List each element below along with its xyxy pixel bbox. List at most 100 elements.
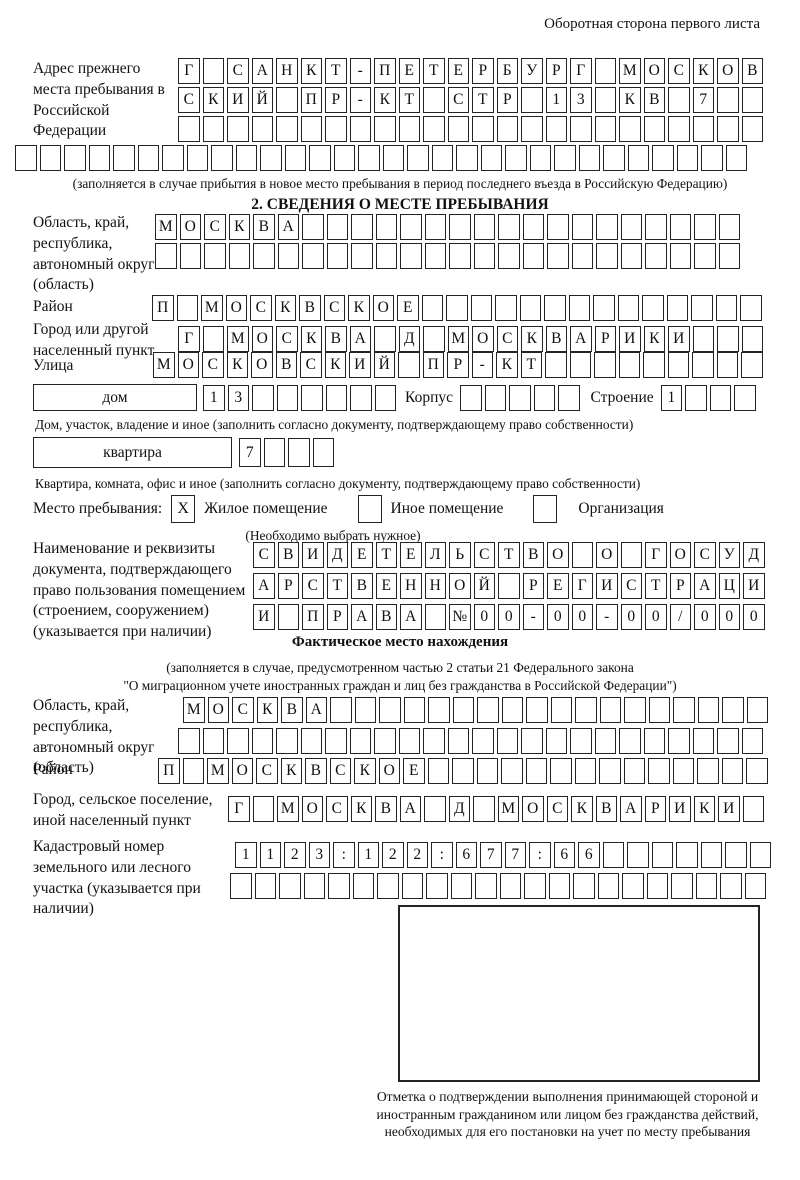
char-cell[interactable]: - xyxy=(471,352,493,378)
char-cell[interactable] xyxy=(692,116,714,142)
char-cell[interactable]: А xyxy=(253,573,275,599)
char-cell[interactable] xyxy=(374,116,396,142)
char-cell[interactable] xyxy=(88,145,110,171)
char-cell[interactable]: 7 xyxy=(239,438,261,467)
char-cell[interactable]: С xyxy=(323,295,345,321)
char-cell[interactable] xyxy=(211,145,233,171)
char-cell[interactable]: - xyxy=(349,87,371,113)
char-cell[interactable] xyxy=(473,243,495,269)
char-cell[interactable]: У xyxy=(521,58,543,84)
char-cell[interactable]: № xyxy=(449,604,471,630)
char-cell[interactable] xyxy=(525,758,547,784)
char-cell[interactable]: А xyxy=(570,326,592,352)
char-cell[interactable] xyxy=(235,145,257,171)
char-cell[interactable] xyxy=(673,697,695,723)
char-cell[interactable]: В xyxy=(595,796,617,822)
char-cell[interactable] xyxy=(594,87,616,113)
char-cell[interactable]: И xyxy=(302,542,324,568)
char-cell[interactable]: М xyxy=(207,758,229,784)
char-cell[interactable] xyxy=(325,116,347,142)
char-cell[interactable] xyxy=(179,243,201,269)
char-cell[interactable]: И xyxy=(596,573,618,599)
char-cell[interactable] xyxy=(569,352,591,378)
char-cell[interactable] xyxy=(252,796,274,822)
char-cell[interactable]: А xyxy=(305,697,327,723)
char-cell[interactable]: К xyxy=(692,58,714,84)
char-cell[interactable]: А xyxy=(620,796,642,822)
char-cell[interactable]: К xyxy=(348,295,370,321)
char-cell[interactable] xyxy=(643,728,665,754)
char-cell[interactable]: 2 xyxy=(382,842,404,868)
char-cell[interactable]: 2 xyxy=(406,842,428,868)
char-cell[interactable] xyxy=(722,697,744,723)
char-cell[interactable]: С xyxy=(694,542,716,568)
char-cell[interactable]: В xyxy=(299,295,321,321)
char-cell[interactable] xyxy=(423,87,445,113)
char-cell[interactable]: 7 xyxy=(692,87,714,113)
char-cell[interactable]: К xyxy=(354,758,376,784)
char-cell[interactable]: Р xyxy=(545,58,567,84)
char-cell[interactable]: : xyxy=(529,842,551,868)
char-cell[interactable] xyxy=(717,326,739,352)
char-cell[interactable] xyxy=(603,145,625,171)
char-cell[interactable]: С xyxy=(250,295,272,321)
char-cell[interactable]: 1 xyxy=(357,842,379,868)
char-cell[interactable] xyxy=(741,728,763,754)
char-cell[interactable] xyxy=(669,214,691,240)
char-cell[interactable] xyxy=(550,758,572,784)
char-cell[interactable] xyxy=(202,326,224,352)
char-cell[interactable]: К xyxy=(300,326,322,352)
char-cell[interactable] xyxy=(596,243,618,269)
char-cell[interactable]: Й xyxy=(373,352,395,378)
char-cell[interactable]: К xyxy=(496,352,518,378)
char-cell[interactable] xyxy=(423,728,445,754)
char-cell[interactable]: А xyxy=(694,573,716,599)
char-cell[interactable]: 0 xyxy=(547,604,569,630)
char-cell[interactable] xyxy=(302,243,324,269)
char-cell[interactable]: К xyxy=(571,796,593,822)
char-cell[interactable]: В xyxy=(741,58,763,84)
char-cell[interactable]: О xyxy=(207,697,229,723)
char-cell[interactable]: Д xyxy=(398,326,420,352)
char-cell[interactable]: Б xyxy=(496,58,518,84)
char-cell[interactable] xyxy=(252,384,274,411)
char-cell[interactable] xyxy=(548,873,570,899)
char-cell[interactable]: А xyxy=(399,796,421,822)
char-cell[interactable]: 6 xyxy=(455,842,477,868)
char-cell[interactable] xyxy=(64,145,86,171)
char-cell[interactable] xyxy=(398,352,420,378)
char-cell[interactable] xyxy=(452,697,474,723)
char-cell[interactable] xyxy=(691,295,713,321)
char-cell[interactable]: : xyxy=(333,842,355,868)
char-cell[interactable] xyxy=(667,352,689,378)
char-cell[interactable]: Г xyxy=(228,796,250,822)
char-cell[interactable] xyxy=(279,873,301,899)
char-cell[interactable]: Р xyxy=(522,573,544,599)
char-cell[interactable]: Г xyxy=(571,573,593,599)
char-cell[interactable]: К xyxy=(226,352,248,378)
char-cell[interactable]: П xyxy=(158,758,180,784)
char-cell[interactable] xyxy=(672,758,694,784)
char-cell[interactable]: Т xyxy=(423,58,445,84)
char-cell[interactable]: Г xyxy=(570,58,592,84)
char-cell[interactable] xyxy=(424,796,446,822)
char-cell[interactable] xyxy=(521,116,543,142)
char-cell[interactable] xyxy=(545,116,567,142)
char-cell[interactable] xyxy=(475,873,497,899)
char-cell[interactable] xyxy=(509,384,531,411)
char-cell[interactable]: К xyxy=(374,87,396,113)
char-cell[interactable]: В xyxy=(325,326,347,352)
char-cell[interactable] xyxy=(695,873,717,899)
char-cell[interactable] xyxy=(571,542,593,568)
char-cell[interactable] xyxy=(717,728,739,754)
char-cell[interactable]: Е xyxy=(351,542,373,568)
char-cell[interactable]: 1 xyxy=(203,384,225,411)
char-cell[interactable] xyxy=(545,352,567,378)
char-cell[interactable] xyxy=(400,214,422,240)
char-cell[interactable] xyxy=(734,384,756,411)
char-cell[interactable] xyxy=(594,728,616,754)
char-cell[interactable]: К xyxy=(693,796,715,822)
char-cell[interactable] xyxy=(521,87,543,113)
char-cell[interactable] xyxy=(624,697,646,723)
char-cell[interactable] xyxy=(176,295,198,321)
